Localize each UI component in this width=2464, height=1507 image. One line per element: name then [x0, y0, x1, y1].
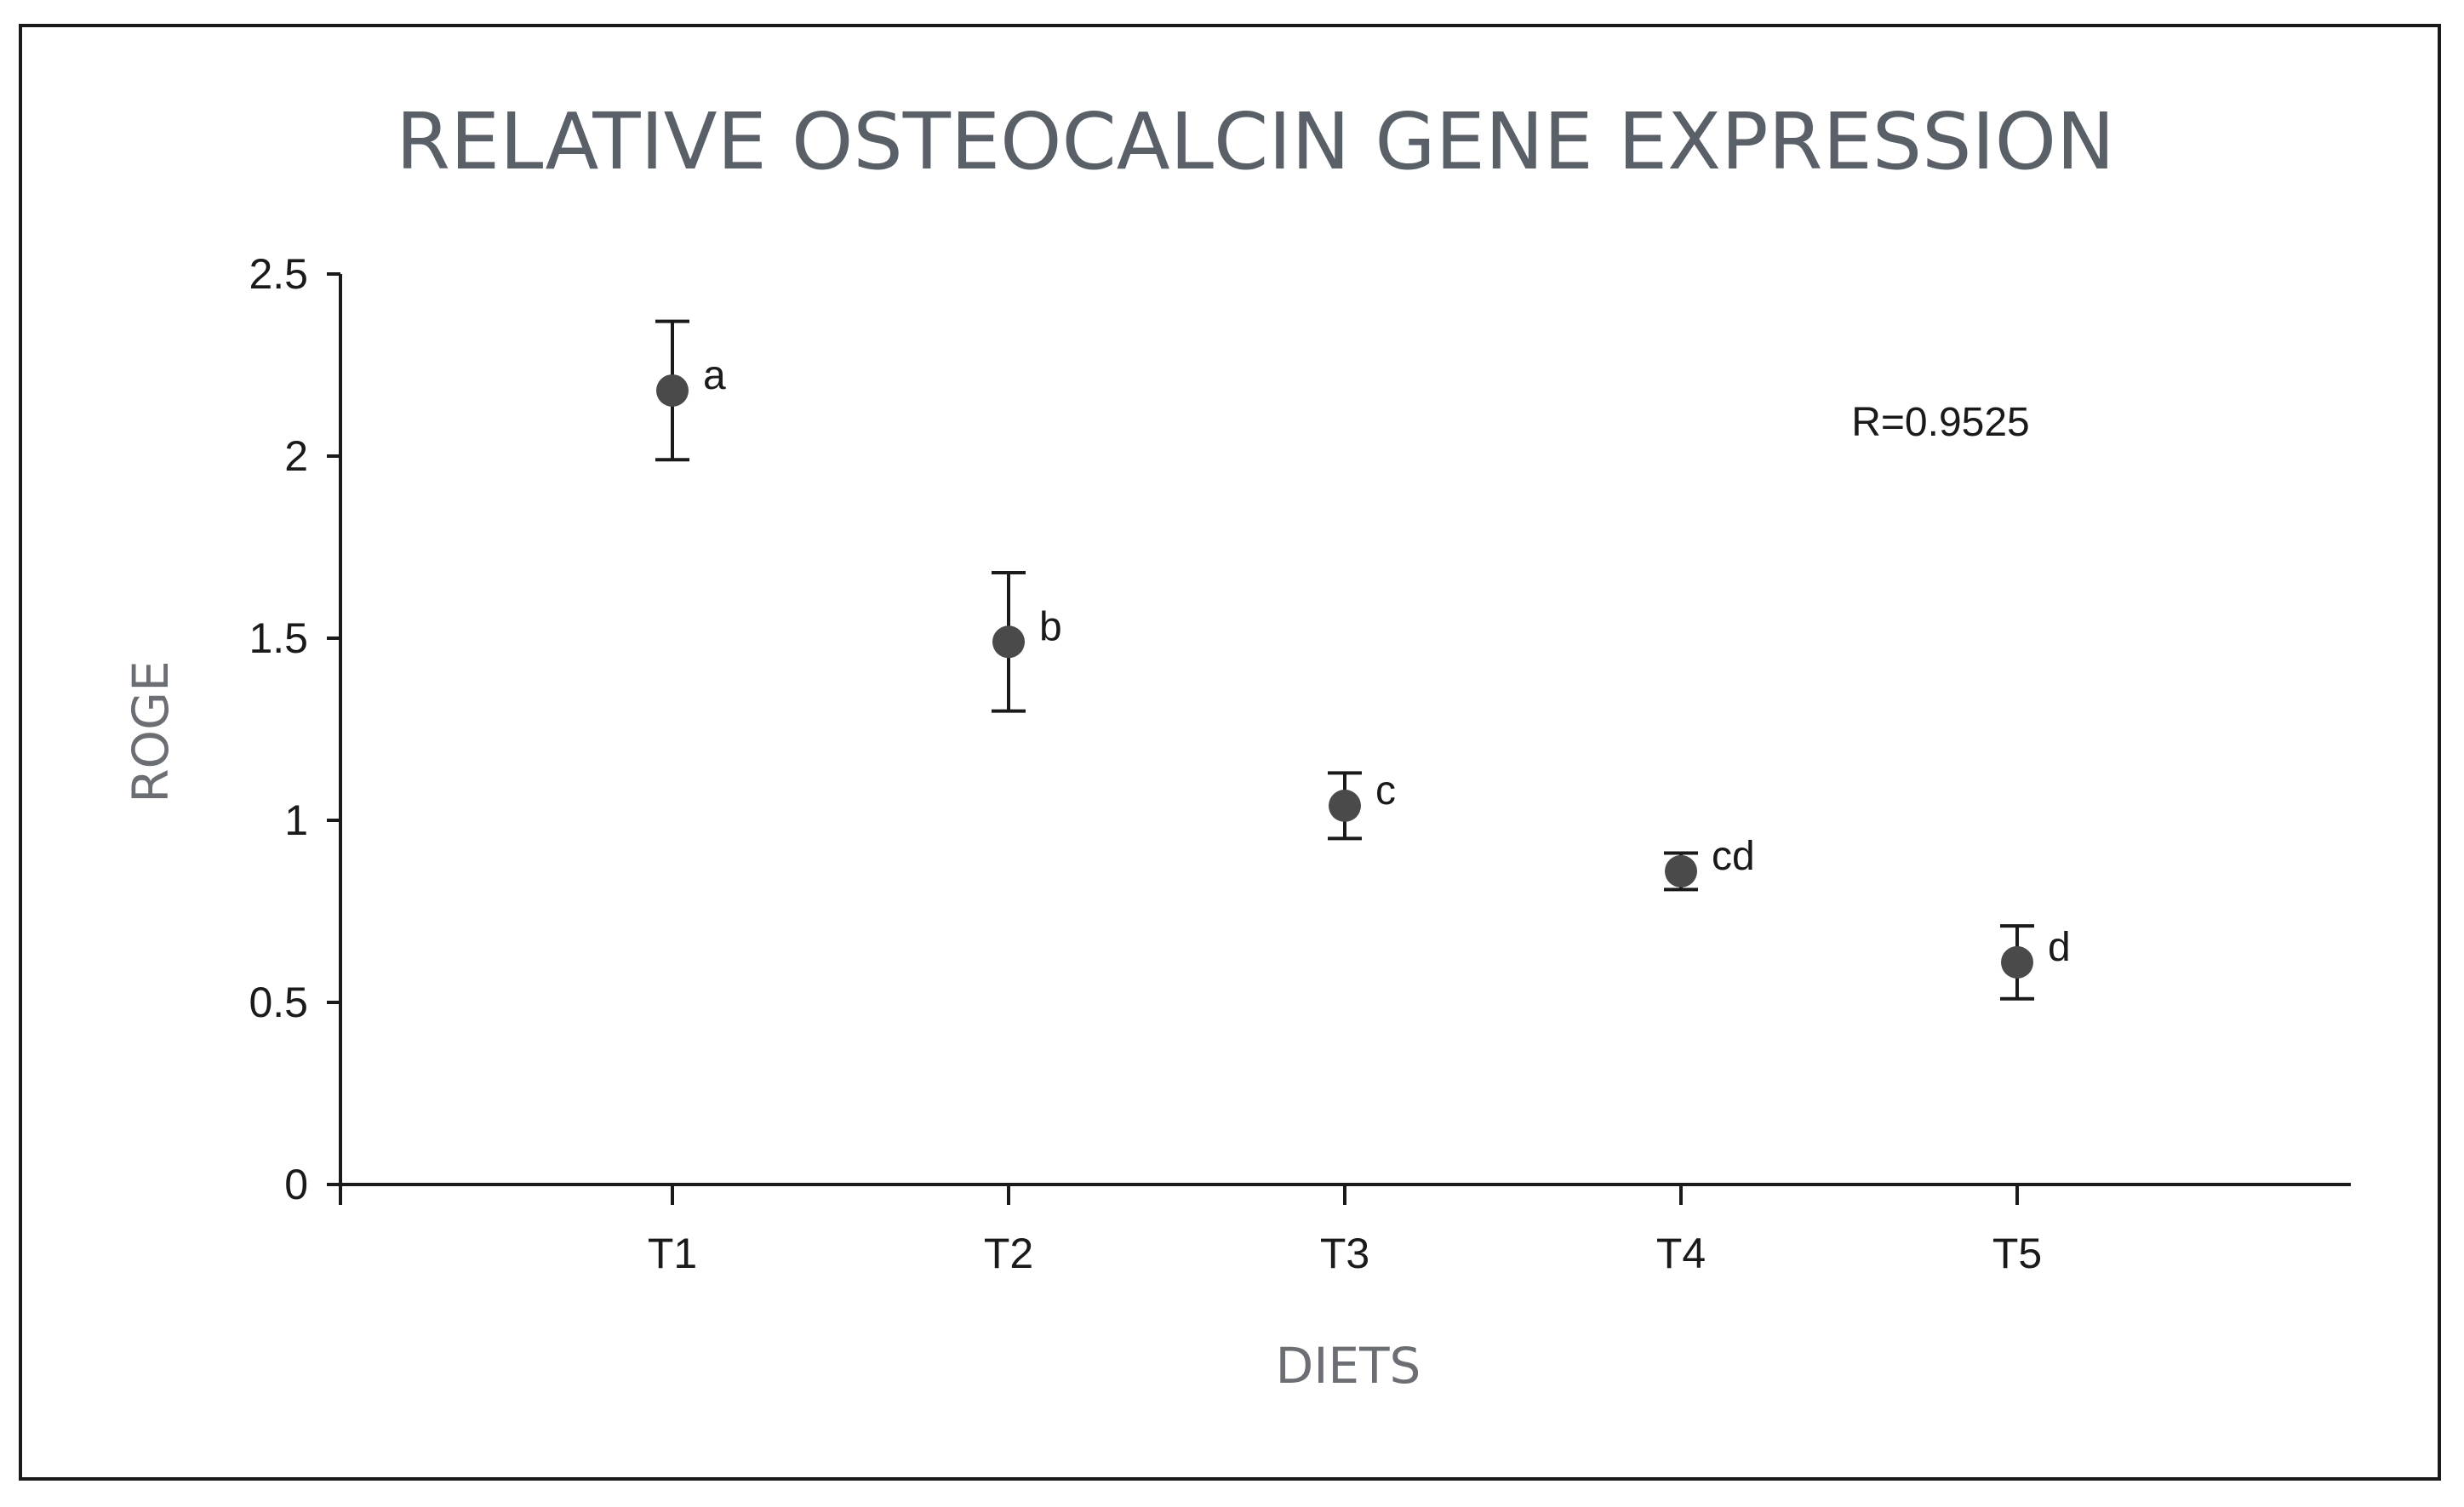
- data-point: [992, 625, 1025, 659]
- x-axis-ticks: T1 T2 T3 T4 T5: [339, 1184, 2042, 1277]
- point-significance-label: a: [703, 353, 726, 398]
- x-tick-label: T2: [984, 1230, 1033, 1277]
- y-tick-label: 2: [284, 432, 308, 480]
- y-axis-title: ROGE: [122, 660, 180, 803]
- data-point: [2001, 945, 2033, 979]
- data-point: [1665, 854, 1697, 888]
- y-tick-label: 0.5: [249, 979, 308, 1026]
- point-significance-label: cd: [1712, 834, 1755, 879]
- y-tick-label: 1.5: [249, 614, 308, 662]
- figure-frame: [19, 24, 2441, 1481]
- point-significance-label: d: [2048, 925, 2071, 970]
- y-axis-ticks: 0 0.5 1 1.5 2 2.5: [249, 250, 340, 1208]
- x-tick-label: T3: [1320, 1230, 1369, 1277]
- chart-title: RELATIVE OSTEOCALCIN GENE EXPRESSION: [396, 96, 2115, 187]
- x-tick-label: T1: [648, 1230, 697, 1277]
- x-axis-title: DIETS: [1276, 1337, 1421, 1395]
- correlation-annotation: R=0.9525: [1851, 400, 2030, 445]
- data-point: [656, 374, 689, 407]
- point-significance-label: b: [1039, 604, 1062, 649]
- data-point: [1329, 789, 1361, 822]
- x-tick-label: T4: [1656, 1230, 1706, 1277]
- y-tick-label: 2.5: [249, 250, 308, 298]
- x-tick-label: T5: [1992, 1230, 2042, 1277]
- point-significance-label: c: [1375, 768, 1396, 813]
- y-tick-label: 1: [284, 796, 308, 844]
- data-points: a b c cd d: [655, 319, 2071, 1001]
- y-tick-label: 0: [284, 1161, 308, 1208]
